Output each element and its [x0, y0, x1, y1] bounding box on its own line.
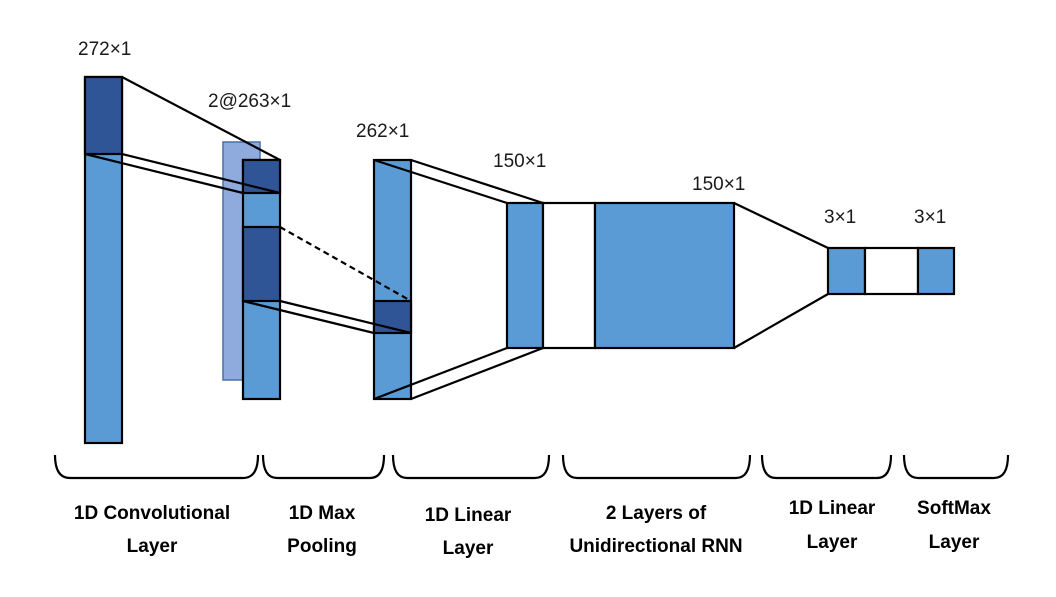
linear-output-column — [505, 201, 545, 350]
label-pool-input-dim: 2@263×1 — [208, 91, 291, 112]
conv-connector-top-line — [121, 76, 281, 161]
softmax-connector — [863, 246, 920, 296]
pool-window — [241, 225, 282, 303]
caption-rnn: 2 Layers of Unidirectional RNN — [569, 503, 742, 557]
pool-connector-lower-right-line — [279, 299, 412, 335]
caption-linear2-line2: Layer — [807, 532, 858, 553]
linear-connector-bottom-left-line — [373, 346, 508, 401]
caption-softmax: SoftMax Layer — [917, 498, 991, 553]
label-conv-input-dim: 272×1 — [78, 39, 131, 60]
rnn-input-connector — [541, 201, 597, 350]
label-rnn-output-dim: 150×1 — [692, 174, 745, 195]
caption-linear: 1D Linear Layer — [425, 505, 512, 559]
rnn-to-linear-bottom-line — [733, 293, 829, 349]
label-pool-output-dim: 262×1 — [356, 121, 409, 142]
caption-linear2-line1: 1D Linear — [789, 498, 876, 519]
bracket-rnn — [561, 454, 752, 480]
conv-connector-lower-right-line — [121, 152, 281, 195]
caption-linear-line2: Layer — [443, 538, 494, 559]
bracket-pool — [261, 454, 386, 480]
caption-conv: 1D Convolutional Layer — [74, 503, 230, 557]
conv-connector-lower-left-line — [84, 152, 244, 195]
linear-connector-top-left-line — [373, 158, 508, 205]
bracket-conv — [53, 454, 260, 480]
caption-rnn-line1: 2 Layers of — [606, 503, 707, 524]
pool-connector-lower-left-line — [242, 299, 375, 335]
bracket-linear — [391, 454, 551, 480]
caption-pool: 1D Max Pooling — [287, 503, 357, 557]
conv-kernel-window — [83, 75, 124, 156]
linear-connector-top-right-line — [410, 158, 544, 205]
bracket-linear2 — [760, 454, 893, 480]
rnn-to-linear-top-line — [733, 202, 829, 249]
caption-linear-line1: 1D Linear — [425, 505, 512, 526]
rnn-block — [593, 201, 736, 350]
linear-connector-bottom-right-line — [410, 346, 544, 401]
caption-softmax-line1: SoftMax — [917, 498, 991, 519]
label-linear2-output-dim: 3×1 — [824, 207, 856, 228]
label-linear-output-dim: 150×1 — [493, 151, 546, 172]
caption-conv-line2: Layer — [127, 536, 178, 557]
softmax-output-cell — [916, 246, 956, 296]
pool-output-column — [372, 158, 413, 401]
caption-pool-line2: Pooling — [287, 536, 357, 557]
caption-softmax-line2: Layer — [929, 532, 980, 553]
caption-conv-line1: 1D Convolutional — [74, 503, 230, 524]
label-softmax-output-dim: 3×1 — [914, 207, 946, 228]
caption-linear2: 1D Linear Layer — [789, 498, 876, 553]
pool-connector-top-line — [279, 226, 412, 302]
caption-rnn-line2: Unidirectional RNN — [569, 536, 742, 557]
linear2-output-cell — [826, 246, 867, 296]
bracket-softmax — [902, 454, 1010, 480]
caption-pool-line1: 1D Max — [289, 503, 356, 524]
